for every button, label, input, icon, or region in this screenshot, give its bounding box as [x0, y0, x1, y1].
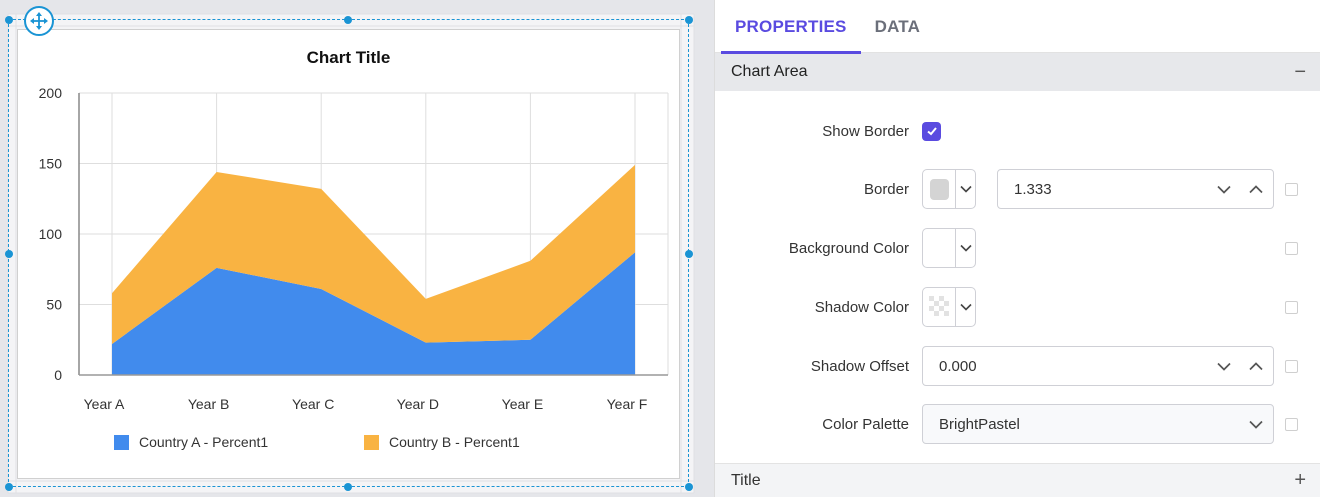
chart-title: Chart Title — [306, 48, 391, 67]
chart-item[interactable]: Chart Title 0 50 100 150 200 Year A Year B Year… — [17, 29, 680, 479]
move-arrows-icon — [30, 12, 48, 30]
chevron-down-icon — [959, 185, 972, 193]
svg-text:Year F: Year F — [607, 396, 648, 412]
background-color-picker[interactable] — [922, 228, 976, 268]
shadow-offset-reset-checkbox[interactable] — [1285, 359, 1298, 373]
border-color-picker[interactable] — [922, 169, 976, 209]
svg-text:Year C: Year C — [292, 396, 334, 412]
resize-handle-right[interactable] — [685, 250, 693, 258]
svg-text:100: 100 — [39, 226, 63, 242]
shadow-offset-value: 0.000 — [939, 357, 977, 375]
section-title: Chart Area — [731, 63, 808, 80]
border-width-input[interactable]: 1.333 — [997, 169, 1274, 209]
background-color-label: Background Color — [788, 239, 909, 257]
svg-text:Year E: Year E — [502, 396, 544, 412]
transparent-checker-icon — [929, 296, 949, 316]
shadow-color-picker[interactable] — [922, 287, 976, 327]
prop-row-show-border: Show Border — [715, 111, 1320, 151]
color-palette-value: BrightPastel — [939, 415, 1020, 433]
legend-item-country-a: Country A - Percent1 — [114, 434, 364, 450]
legend-item-country-b: Country B - Percent1 — [364, 434, 614, 450]
prop-row-shadow-color: Shadow Color — [715, 287, 1320, 327]
shadow-offset-label: Shadow Offset — [810, 357, 909, 375]
resize-handle-bottom-left[interactable] — [5, 483, 13, 491]
shadow-color-label: Shadow Color — [814, 298, 909, 316]
increment-chevron-up-icon[interactable] — [1249, 184, 1263, 194]
move-handle[interactable] — [24, 6, 54, 36]
prop-row-background-color: Background Color — [715, 228, 1320, 268]
svg-text:Year D: Year D — [397, 396, 439, 412]
design-canvas: Chart Title 0 50 100 150 200 Year A Year B Year… — [5, 6, 695, 494]
svg-text:Year B: Year B — [188, 396, 230, 412]
svg-text:0: 0 — [54, 367, 62, 383]
chevron-down-icon — [959, 303, 972, 311]
section-title: Title — [731, 471, 761, 489]
chevron-down-icon — [959, 244, 972, 252]
resize-handle-left[interactable] — [5, 250, 13, 258]
collapse-icon[interactable]: − — [1294, 60, 1306, 83]
color-palette-dropdown[interactable]: BrightPastel — [922, 404, 1274, 444]
legend-label: Country B - Percent1 — [389, 434, 520, 450]
legend-label: Country A - Percent1 — [139, 434, 269, 450]
legend-swatch-icon — [114, 434, 129, 450]
resize-handle-top[interactable] — [344, 16, 352, 24]
legend-swatch-icon — [364, 434, 379, 450]
checkmark-icon — [926, 127, 937, 136]
color-palette-reset-checkbox[interactable] — [1285, 417, 1298, 431]
svg-text:50: 50 — [46, 297, 62, 313]
shadow-color-reset-checkbox[interactable] — [1285, 300, 1298, 314]
svg-text:150: 150 — [39, 156, 63, 172]
decrement-chevron-down-icon[interactable] — [1217, 185, 1231, 194]
section-chart-area-header[interactable]: Chart Area − — [715, 53, 1320, 91]
border-width-value: 1.333 — [1014, 180, 1052, 198]
border-reset-checkbox[interactable] — [1285, 182, 1298, 196]
resize-handle-bottom[interactable] — [344, 483, 352, 491]
prop-row-color-palette: Color Palette BrightPastel — [715, 404, 1320, 444]
svg-text:Year A: Year A — [84, 396, 125, 412]
resize-handle-top-left[interactable] — [5, 16, 13, 24]
show-border-checkbox[interactable] — [922, 121, 941, 141]
color-swatch-icon — [929, 178, 949, 200]
chevron-down-icon — [1249, 420, 1263, 429]
chart-legend: Country A - Percent1 Country B - Percent… — [114, 434, 614, 450]
section-title-header[interactable]: Title + — [715, 463, 1320, 497]
properties-panel: PROPERTIES DATA Chart Area − Show Border… — [714, 0, 1320, 497]
tab-data[interactable]: DATA — [874, 16, 921, 36]
resize-handle-top-right[interactable] — [685, 16, 693, 24]
expand-icon[interactable]: + — [1294, 469, 1306, 491]
chart-plot: 0 50 100 150 200 Year A Year B Year C Year D Year… — [39, 85, 669, 412]
shadow-offset-input[interactable]: 0.000 — [922, 346, 1274, 386]
svg-text:200: 200 — [39, 85, 63, 101]
show-border-label: Show Border — [822, 122, 909, 140]
color-palette-label: Color Palette — [822, 415, 909, 433]
border-label: Border — [863, 180, 909, 198]
increment-chevron-up-icon[interactable] — [1249, 361, 1263, 371]
resize-handle-bottom-right[interactable] — [685, 483, 693, 491]
prop-row-border: Border 1.333 — [715, 169, 1320, 209]
color-swatch-icon — [929, 237, 949, 259]
prop-row-shadow-offset: Shadow Offset 0.000 — [715, 346, 1320, 386]
decrement-chevron-down-icon[interactable] — [1217, 362, 1231, 371]
panel-tabs: PROPERTIES DATA — [715, 0, 1320, 54]
tab-properties[interactable]: PROPERTIES — [721, 0, 861, 54]
background-color-reset-checkbox[interactable] — [1285, 241, 1298, 255]
